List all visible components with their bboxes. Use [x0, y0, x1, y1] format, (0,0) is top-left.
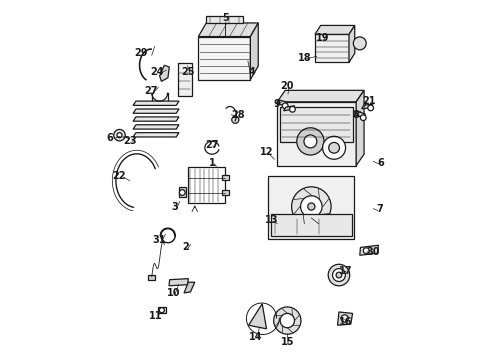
Circle shape — [159, 308, 164, 313]
Polygon shape — [133, 133, 179, 137]
Bar — [280, 107, 353, 142]
Circle shape — [336, 272, 342, 278]
Text: 9: 9 — [273, 99, 280, 109]
Polygon shape — [277, 90, 364, 102]
Polygon shape — [355, 111, 366, 118]
Polygon shape — [250, 23, 258, 80]
Text: 27: 27 — [205, 140, 219, 150]
Bar — [205, 16, 243, 23]
Circle shape — [322, 136, 345, 159]
Bar — [277, 102, 356, 166]
Text: 28: 28 — [231, 111, 245, 121]
Polygon shape — [360, 245, 378, 255]
Circle shape — [368, 105, 373, 111]
Text: 24: 24 — [150, 67, 164, 77]
Circle shape — [274, 307, 301, 334]
Text: 17: 17 — [340, 266, 353, 276]
Polygon shape — [133, 125, 179, 129]
Text: 13: 13 — [265, 215, 279, 225]
Circle shape — [304, 135, 317, 148]
Polygon shape — [362, 104, 373, 109]
Bar — [179, 187, 186, 197]
Text: 25: 25 — [181, 67, 195, 77]
Text: 6: 6 — [106, 133, 113, 143]
Bar — [269, 176, 354, 239]
Circle shape — [353, 37, 366, 50]
Bar — [158, 307, 166, 314]
Circle shape — [360, 115, 366, 121]
Polygon shape — [276, 100, 287, 106]
Text: 5: 5 — [222, 13, 229, 23]
Circle shape — [341, 315, 348, 322]
Text: 10: 10 — [167, 288, 180, 298]
Text: 3: 3 — [172, 202, 178, 212]
Text: 11: 11 — [149, 311, 163, 320]
Text: 2: 2 — [182, 242, 189, 252]
Polygon shape — [315, 26, 355, 35]
Circle shape — [300, 196, 322, 217]
Circle shape — [117, 133, 122, 138]
Bar — [271, 213, 351, 235]
Circle shape — [329, 143, 340, 153]
Text: 4: 4 — [249, 67, 256, 77]
Circle shape — [292, 187, 331, 226]
Bar — [315, 35, 349, 62]
Polygon shape — [198, 23, 258, 37]
Circle shape — [179, 190, 185, 195]
Text: 15: 15 — [281, 337, 294, 347]
Circle shape — [333, 269, 345, 282]
Circle shape — [114, 130, 125, 141]
Circle shape — [232, 116, 239, 123]
Circle shape — [282, 103, 288, 109]
Polygon shape — [133, 117, 179, 121]
Text: 31: 31 — [152, 235, 166, 245]
Text: 27: 27 — [144, 86, 158, 96]
Text: 29: 29 — [134, 48, 148, 58]
Polygon shape — [248, 304, 267, 329]
Polygon shape — [133, 109, 179, 113]
Text: 19: 19 — [317, 33, 330, 43]
Circle shape — [364, 248, 369, 253]
Bar — [222, 175, 229, 180]
Circle shape — [328, 264, 350, 286]
Circle shape — [290, 107, 295, 112]
Polygon shape — [133, 101, 179, 105]
Text: 12: 12 — [260, 147, 273, 157]
Polygon shape — [338, 312, 353, 325]
Circle shape — [280, 314, 294, 328]
Text: 14: 14 — [249, 332, 263, 342]
Polygon shape — [160, 65, 170, 81]
Text: 1: 1 — [209, 158, 216, 168]
Text: 16: 16 — [340, 317, 353, 327]
Text: 20: 20 — [281, 81, 294, 91]
Polygon shape — [184, 282, 195, 293]
Text: 18: 18 — [298, 53, 312, 63]
Text: 8: 8 — [352, 110, 359, 120]
Text: 21: 21 — [362, 96, 375, 106]
Polygon shape — [169, 279, 188, 286]
Polygon shape — [284, 106, 294, 111]
Polygon shape — [356, 90, 364, 166]
Text: 7: 7 — [376, 204, 383, 215]
Text: 6: 6 — [377, 158, 384, 168]
Bar — [222, 190, 229, 195]
Text: 23: 23 — [123, 136, 136, 145]
Circle shape — [308, 203, 315, 210]
Bar — [148, 275, 155, 280]
Text: 22: 22 — [113, 171, 126, 181]
Bar — [198, 37, 250, 80]
Text: 30: 30 — [367, 247, 380, 257]
Bar — [188, 167, 225, 203]
Circle shape — [297, 128, 324, 155]
Bar — [178, 63, 192, 96]
Polygon shape — [349, 26, 355, 62]
